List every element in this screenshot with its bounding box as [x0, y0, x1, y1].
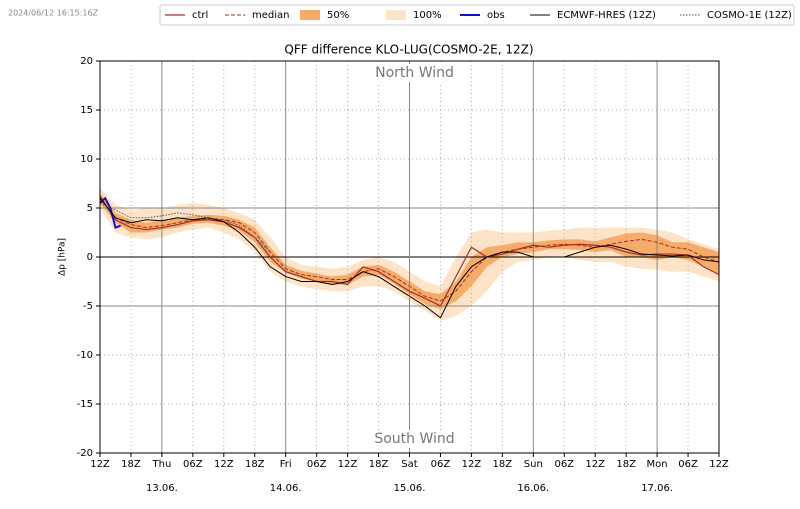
- legend-swatch: [386, 10, 406, 20]
- y-axis-label: Δp [hPa]: [58, 238, 68, 276]
- legend-label: median: [252, 10, 290, 21]
- y-tick-label: -15: [77, 399, 93, 410]
- x-tick-label: 06Z: [678, 459, 698, 470]
- x-tick-date: 16.06.: [517, 483, 549, 494]
- x-tick-label: Mon: [647, 459, 668, 470]
- x-tick-label: 06Z: [307, 459, 327, 470]
- x-tick-label: Sat: [401, 459, 417, 470]
- series-line: [99, 202, 271, 253]
- x-tick-label: 18Z: [245, 459, 265, 470]
- x-tick-label: 12Z: [90, 459, 110, 470]
- x-tick-label: 12Z: [338, 459, 358, 470]
- x-tick-label: 18Z: [616, 459, 636, 470]
- x-tick-label: Sun: [524, 459, 543, 470]
- y-tick-label: 0: [87, 252, 93, 263]
- legend-label: 50%: [327, 10, 349, 21]
- legend-label: ctrl: [192, 10, 208, 21]
- annotation-bg: [369, 430, 450, 448]
- y-tick-label: 10: [80, 154, 93, 165]
- legend-swatch: [300, 10, 320, 20]
- x-tick-label: 12Z: [462, 459, 482, 470]
- x-tick-label: 12Z: [709, 459, 729, 470]
- y-tick-label: 5: [87, 203, 93, 214]
- series-line: [99, 196, 121, 229]
- x-tick-label: 12Z: [214, 459, 234, 470]
- x-tick-date: 15.06.: [394, 483, 426, 494]
- legend-label: ECMWF-HRES (12Z): [557, 10, 656, 21]
- annotation: North Wind: [375, 65, 454, 81]
- y-tick-label: -20: [77, 448, 93, 459]
- y-tick-label: 20: [80, 56, 93, 67]
- x-tick-label: 12Z: [585, 459, 605, 470]
- x-tick-label: 18Z: [493, 459, 513, 470]
- annotation-bg: [369, 64, 450, 82]
- x-tick-label: 06Z: [183, 459, 203, 470]
- chart-title: QFF difference KLO-LUG(COSMO-2E, 12Z): [284, 43, 533, 57]
- legend-label: obs: [487, 10, 505, 21]
- x-tick-label: Thu: [152, 459, 172, 470]
- x-tick-date: 14.06.: [270, 483, 302, 494]
- x-tick-label: Fri: [280, 459, 292, 470]
- y-tick-label: -5: [83, 301, 93, 312]
- x-tick-date: 17.06.: [641, 483, 673, 494]
- legend-label: COSMO-1E (12Z): [707, 10, 792, 21]
- legend-label: 100%: [413, 10, 442, 21]
- y-tick-label: -10: [77, 350, 93, 361]
- x-tick-label: 06Z: [554, 459, 574, 470]
- y-tick-label: 15: [80, 105, 93, 116]
- x-tick-label: 18Z: [121, 459, 141, 470]
- x-tick-date: 13.06.: [146, 483, 178, 494]
- x-tick-label: 06Z: [431, 459, 451, 470]
- annotation: South Wind: [374, 431, 454, 447]
- timestamp: 2024/06/12 16:15:16Z: [8, 9, 99, 18]
- x-tick-label: 18Z: [369, 459, 389, 470]
- plot-frame: [99, 60, 720, 454]
